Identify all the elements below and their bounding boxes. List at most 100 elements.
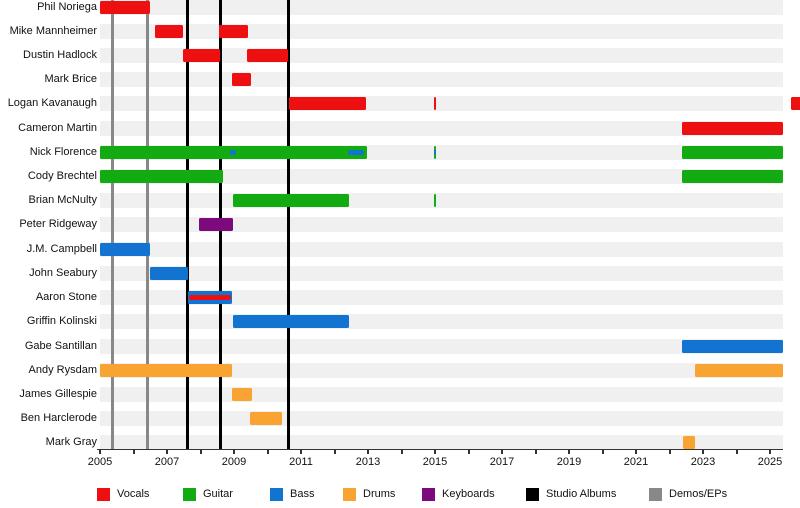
legend-label: Vocals: [117, 488, 150, 500]
member-name-label: Peter Ridgeway: [19, 218, 97, 231]
row-track: [100, 387, 783, 403]
demos-eps-legend-swatch: [649, 487, 662, 501]
vocals-legend-swatch: [97, 487, 110, 501]
year-tick: [300, 450, 302, 454]
year-tick: [702, 450, 704, 454]
bass-legend-swatch: [270, 487, 283, 501]
row-track: [100, 96, 783, 112]
member-name-label: J.M. Campbell: [26, 242, 97, 255]
year-tick: [99, 450, 101, 454]
legend-item: Demos/EPs: [649, 487, 727, 501]
tenure-bar: [433, 97, 437, 111]
tenure-bar: [100, 0, 151, 14]
tenure-bar: [250, 412, 282, 426]
year-tick: [199, 450, 202, 454]
year-label: 2017: [489, 456, 515, 468]
legend-item: Studio Albums: [526, 487, 616, 501]
row-track: [100, 193, 783, 209]
tenure-bar: [682, 145, 784, 159]
tenure-bar: [790, 97, 800, 111]
year-tick: [501, 450, 503, 454]
row-track: [100, 411, 783, 427]
tenure-bar: [682, 436, 696, 450]
year-tick: [635, 450, 637, 454]
member-name-label: James Gillespie: [19, 388, 97, 401]
member-name-label: Aaron Stone: [35, 291, 97, 304]
album-release-line: [287, 0, 291, 449]
legend-item: Vocals: [97, 487, 149, 501]
row-track: [100, 435, 783, 451]
demo-release-line: [146, 0, 150, 449]
row-track: [100, 217, 783, 233]
legend-label: Guitar: [203, 488, 233, 500]
member-name-label: Mike Mannheimer: [9, 24, 97, 37]
member-name-label: Phil Noriega: [37, 0, 97, 13]
role-stripe: [189, 295, 231, 300]
year-tick: [568, 450, 570, 454]
x-axis-line: [97, 449, 783, 450]
studio-albums-legend-swatch: [526, 487, 539, 501]
legend-label: Drums: [363, 488, 396, 500]
guitar-legend-swatch: [183, 487, 196, 501]
year-label: 2023: [690, 456, 716, 468]
member-name-label: Andy Rysdam: [28, 363, 97, 376]
legend-label: Keyboards: [442, 488, 495, 500]
year-label: 2015: [422, 456, 448, 468]
year-label: 2007: [154, 456, 180, 468]
member-name-label: Nick Florence: [29, 145, 97, 158]
year-tick: [367, 450, 369, 454]
year-label: 2025: [757, 456, 783, 468]
legend-label: Bass: [290, 488, 315, 500]
legend-label: Studio Albums: [546, 488, 617, 500]
tenure-bar: [247, 48, 288, 62]
tenure-bar: [682, 339, 784, 353]
member-name-label: Griffin Kolinski: [26, 315, 97, 328]
row-track: [100, 338, 783, 354]
keyboards-legend-swatch: [422, 487, 435, 501]
tenure-bar: [433, 194, 437, 208]
member-name-label: Logan Kavanaugh: [7, 97, 97, 110]
member-name-label: Cameron Martin: [18, 121, 97, 134]
year-tick: [233, 450, 235, 454]
row-track: [100, 265, 783, 281]
row-track: [100, 314, 783, 330]
member-name-label: Ben Harclerode: [20, 412, 97, 425]
year-tick: [769, 450, 771, 454]
year-label: 2011: [289, 456, 313, 468]
tenure-bar: [232, 73, 251, 87]
row-track: [100, 290, 783, 306]
year-tick: [534, 450, 537, 454]
tenure-bar: [288, 97, 367, 111]
legend-item: Keyboards: [422, 487, 495, 501]
row-track: [100, 241, 783, 257]
member-name-label: Brian McNulty: [28, 194, 97, 207]
tenure-bar: [695, 363, 784, 377]
tenure-bar: [232, 315, 349, 329]
tenure-bar: [199, 218, 233, 232]
legend-item: Bass: [270, 487, 314, 501]
year-tick: [467, 450, 470, 454]
row-track: [100, 0, 783, 15]
row-track: [100, 23, 783, 39]
year-label: 2019: [556, 456, 582, 468]
tenure-bar: [682, 170, 784, 184]
legend-label: Demos/EPs: [669, 488, 728, 500]
member-name-label: Dustin Hadlock: [23, 48, 97, 61]
tenure-bar: [218, 24, 249, 38]
role-stripe: [433, 150, 437, 155]
tenure-bar: [232, 194, 349, 208]
year-label: 2005: [87, 456, 113, 468]
year-tick: [434, 450, 436, 454]
row-track: [100, 72, 783, 88]
year-tick: [333, 450, 336, 454]
year-label: 2009: [221, 456, 247, 468]
row-track: [100, 362, 783, 378]
year-label: 2013: [355, 456, 381, 468]
demo-release-line: [110, 0, 114, 449]
tenure-bar: [154, 24, 184, 38]
tenure-bar: [149, 266, 189, 280]
member-name-label: Cody Brechtel: [27, 170, 97, 183]
member-name-label: Mark Brice: [44, 73, 97, 86]
member-name-label: John Seabury: [29, 266, 97, 279]
